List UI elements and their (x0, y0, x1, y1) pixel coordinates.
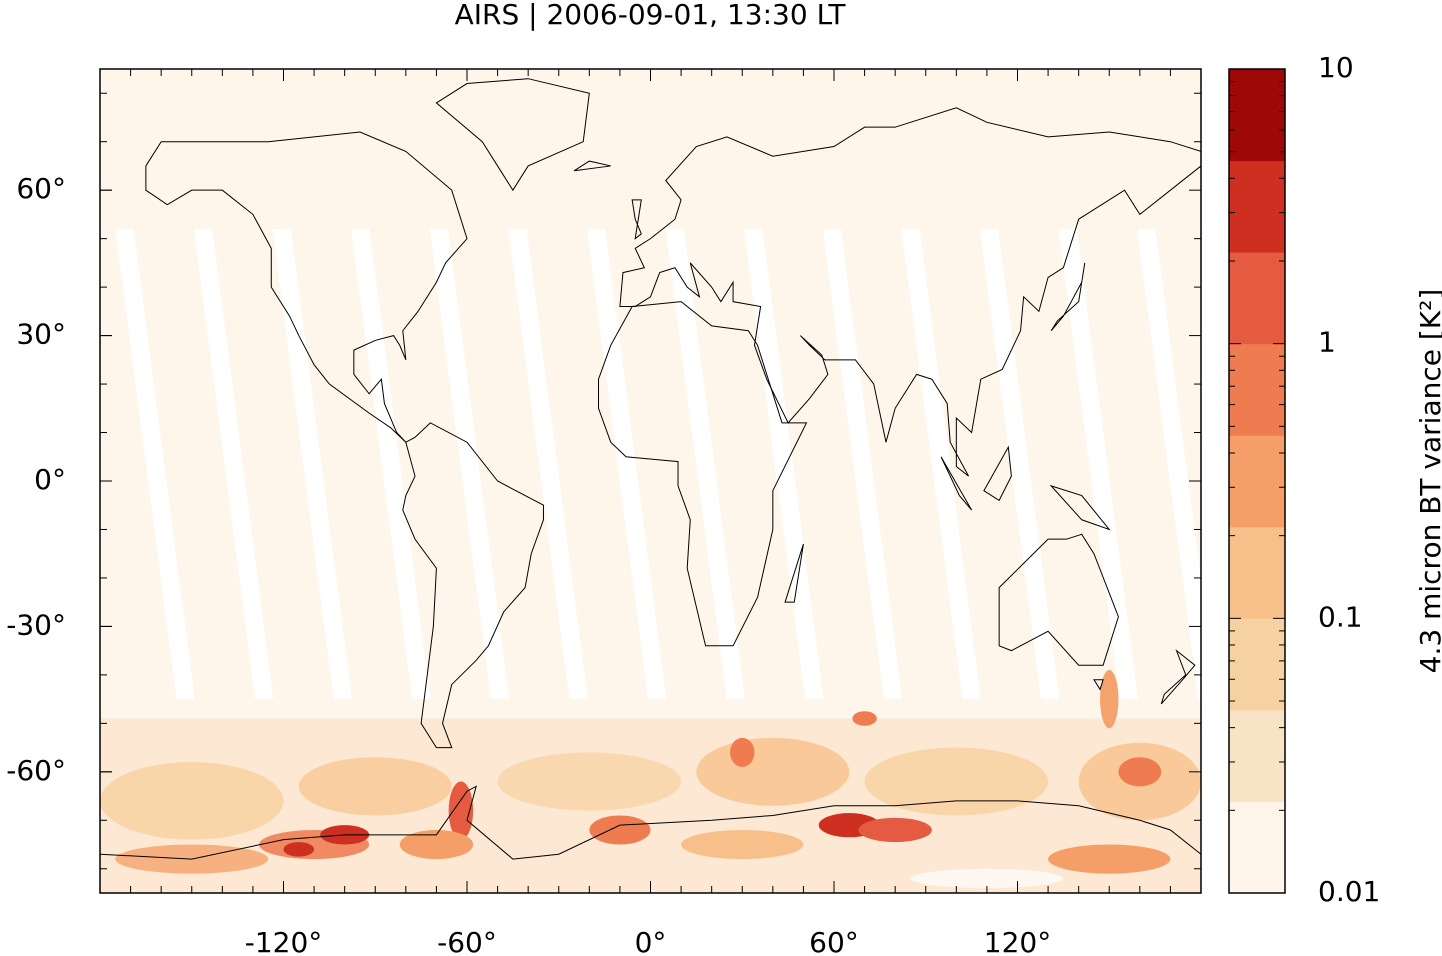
colorbar-band (1229, 435, 1285, 528)
variance-patches (100, 670, 1201, 889)
swath-gap (272, 228, 353, 700)
swath-gap (979, 228, 1060, 700)
map-title: AIRS | 2006-09-01, 13:30 LT (455, 0, 847, 31)
swath-gap (1137, 228, 1201, 700)
colorbar-band (1229, 526, 1285, 619)
y-tick-label: 60° (16, 172, 66, 205)
x-tick-label: -120° (245, 926, 323, 956)
x-tick-label: 60° (809, 926, 859, 956)
colorbar-band (1229, 252, 1285, 345)
swath-gap (665, 228, 746, 700)
geo-layer (100, 79, 1201, 893)
colorbar-band (1229, 160, 1285, 253)
y-tick-label: 0° (34, 463, 66, 496)
swath-gap (1058, 228, 1138, 700)
x-tick-label: 0° (635, 926, 667, 956)
swath-gap (193, 228, 274, 700)
colorbar-tick-label: 1 (1318, 326, 1336, 359)
colorbar-band (1229, 801, 1285, 894)
colorbar-tick-label: 0.01 (1318, 875, 1380, 908)
swath-gap (586, 228, 667, 700)
colorbar-tick-label: 10 (1318, 51, 1354, 84)
colorbar-band (1229, 618, 1285, 711)
x-tick-label: 120° (984, 926, 1051, 956)
colorbar-label: 4.3 micron BT variance [K²] (1414, 289, 1442, 674)
colorbar-frame (1228, 68, 1286, 894)
swath-gap (115, 228, 195, 700)
colorbar-band (1229, 69, 1285, 162)
colorbar-tick-label: 0.1 (1318, 600, 1363, 633)
y-tick-label: 30° (16, 318, 66, 351)
y-tick-label: -60° (6, 754, 66, 787)
swath-gap (508, 228, 588, 700)
data-gaps (115, 228, 1201, 700)
swath-gap (901, 228, 981, 700)
coastlines (100, 79, 1201, 859)
colorbar-band (1229, 709, 1285, 802)
y-tick-label: -30° (6, 608, 66, 641)
swath-gap (429, 228, 510, 700)
swath-gap (744, 228, 824, 700)
map-area (100, 79, 1201, 893)
swath-gap (822, 228, 903, 700)
axes: -120° -60° 0° 60° 120° 60° 30° 0° -30° -60° (6, 69, 1201, 956)
x-tick-label: -60° (437, 926, 497, 956)
colorbar-band (1229, 343, 1285, 436)
swath-gap (351, 228, 431, 700)
colorbar: 0.01 0.1 1 10 (1228, 51, 1380, 908)
